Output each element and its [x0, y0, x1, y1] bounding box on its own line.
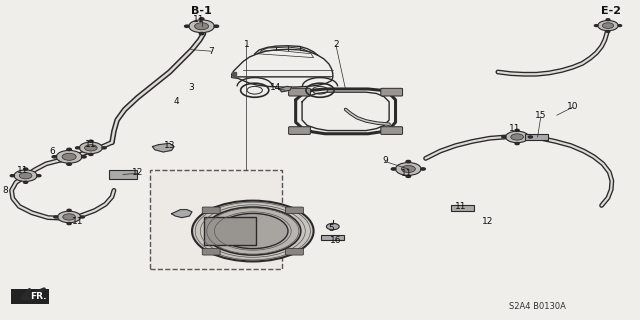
Circle shape [67, 148, 72, 151]
Polygon shape [279, 86, 292, 92]
Circle shape [595, 25, 598, 27]
Circle shape [36, 175, 41, 177]
Circle shape [406, 160, 411, 163]
Circle shape [67, 163, 72, 165]
Circle shape [506, 131, 529, 143]
Circle shape [598, 20, 618, 31]
Circle shape [58, 211, 81, 223]
Circle shape [63, 214, 76, 220]
Circle shape [89, 140, 93, 142]
Text: FR.: FR. [30, 292, 47, 301]
Circle shape [102, 147, 106, 149]
Text: 11: 11 [509, 124, 521, 133]
FancyBboxPatch shape [289, 88, 310, 96]
Text: 4: 4 [173, 97, 179, 106]
Circle shape [606, 19, 610, 20]
Text: 11: 11 [72, 217, 84, 226]
Circle shape [205, 207, 301, 255]
Circle shape [80, 216, 84, 218]
Circle shape [84, 145, 97, 151]
Circle shape [618, 25, 621, 27]
Circle shape [199, 32, 204, 35]
Circle shape [602, 23, 614, 28]
Circle shape [199, 18, 204, 20]
Circle shape [192, 201, 314, 261]
Text: 11: 11 [85, 140, 97, 149]
Circle shape [326, 223, 339, 230]
FancyBboxPatch shape [381, 88, 403, 96]
Circle shape [515, 142, 519, 145]
Text: 12: 12 [132, 168, 143, 177]
Circle shape [184, 25, 189, 28]
FancyBboxPatch shape [289, 127, 310, 134]
Text: 3: 3 [188, 84, 193, 92]
FancyBboxPatch shape [202, 207, 220, 213]
Text: 12: 12 [482, 217, 493, 226]
Bar [150, 170, 282, 269]
Text: 15: 15 [535, 111, 547, 120]
Circle shape [401, 165, 415, 172]
Text: 11: 11 [401, 169, 412, 178]
Circle shape [81, 156, 86, 158]
Text: 8: 8 [3, 186, 8, 195]
Circle shape [67, 222, 71, 225]
FancyBboxPatch shape [381, 127, 403, 134]
FancyBboxPatch shape [202, 249, 220, 255]
Circle shape [391, 168, 396, 170]
Circle shape [195, 23, 209, 30]
Text: 11: 11 [455, 202, 467, 211]
FancyBboxPatch shape [11, 289, 49, 304]
Circle shape [24, 181, 28, 183]
Text: 13: 13 [164, 141, 175, 150]
Circle shape [67, 209, 71, 212]
Text: 10: 10 [567, 102, 579, 111]
Circle shape [62, 153, 76, 160]
Text: E-2: E-2 [601, 6, 621, 16]
Text: 14: 14 [269, 83, 281, 92]
Circle shape [89, 153, 93, 156]
Circle shape [528, 136, 532, 138]
FancyBboxPatch shape [285, 207, 303, 213]
Text: 5: 5 [329, 224, 334, 233]
Text: 6: 6 [50, 147, 55, 156]
Circle shape [214, 25, 219, 28]
Text: 9: 9 [383, 156, 388, 165]
Circle shape [10, 175, 15, 177]
Polygon shape [152, 143, 174, 152]
Bar [451, 204, 474, 212]
Circle shape [14, 170, 37, 181]
Circle shape [420, 168, 426, 170]
Bar [109, 170, 137, 179]
Bar [204, 217, 256, 245]
Bar [525, 133, 548, 140]
Circle shape [502, 136, 506, 138]
Circle shape [515, 129, 519, 132]
Circle shape [406, 175, 411, 178]
Text: S2A4 B0130A: S2A4 B0130A [509, 302, 566, 311]
Circle shape [511, 134, 524, 140]
Text: 11: 11 [17, 166, 28, 175]
Text: 2: 2 [333, 40, 339, 49]
Text: 16: 16 [330, 236, 342, 245]
Circle shape [79, 142, 102, 154]
Circle shape [218, 213, 288, 249]
FancyBboxPatch shape [285, 249, 303, 255]
Circle shape [24, 168, 28, 170]
Circle shape [56, 150, 82, 163]
Circle shape [76, 147, 80, 149]
Text: 7: 7 [209, 47, 214, 56]
Circle shape [19, 172, 32, 179]
Circle shape [396, 163, 421, 175]
Polygon shape [232, 72, 236, 77]
Polygon shape [172, 210, 192, 218]
Text: 11: 11 [193, 15, 204, 24]
Text: B-1: B-1 [191, 6, 212, 16]
Circle shape [606, 31, 610, 32]
Text: 1: 1 [244, 40, 249, 49]
Circle shape [52, 156, 57, 158]
Circle shape [54, 216, 58, 218]
Bar [321, 235, 344, 240]
Circle shape [189, 20, 214, 33]
